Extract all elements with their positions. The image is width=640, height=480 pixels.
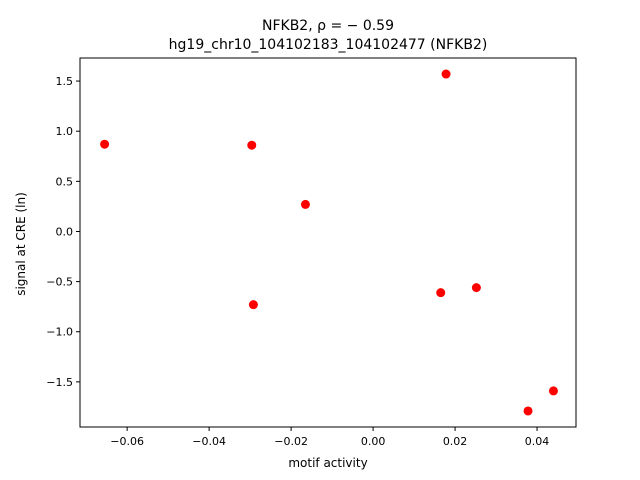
- y-tick-label: −1.0: [46, 326, 73, 339]
- data-point: [436, 288, 446, 298]
- y-axis-label: signal at CRE (ln): [14, 192, 28, 296]
- y-tick-label: 0.5: [56, 175, 74, 188]
- y-tick-label: 1.5: [56, 75, 74, 88]
- data-point: [248, 300, 258, 310]
- plot-area: −0.06 −0.04 −0.02 0.00 0.02 0.04 −1.5 −1.0 −0.5 0…: [46, 57, 577, 448]
- y-tick-label: −1.5: [46, 376, 73, 389]
- y-tick-label: −0.5: [46, 276, 73, 289]
- data-point: [471, 283, 481, 293]
- axes-frame: [79, 57, 577, 428]
- chart-title-line2: hg19_chr10_104102183_104102477 (NFKB2): [169, 37, 488, 53]
- x-tick-label: 0.00: [361, 435, 386, 448]
- x-tick-label: 0.04: [525, 435, 550, 448]
- data-point: [247, 140, 257, 150]
- data-point: [100, 139, 110, 149]
- x-tick-label: −0.02: [274, 435, 308, 448]
- x-axis-label: motif activity: [288, 456, 367, 470]
- data-point: [523, 406, 533, 416]
- chart-title-line1: NFKB2, ρ = − 0.59: [262, 18, 394, 34]
- x-tick-label: 0.02: [443, 435, 468, 448]
- y-tick-label: 0.0: [56, 225, 74, 238]
- data-point: [441, 69, 451, 79]
- y-tick-label: 1.0: [56, 125, 74, 138]
- data-point: [300, 199, 310, 209]
- x-tick-label: −0.04: [192, 435, 226, 448]
- x-tick-label: −0.06: [110, 435, 144, 448]
- data-point: [548, 386, 558, 396]
